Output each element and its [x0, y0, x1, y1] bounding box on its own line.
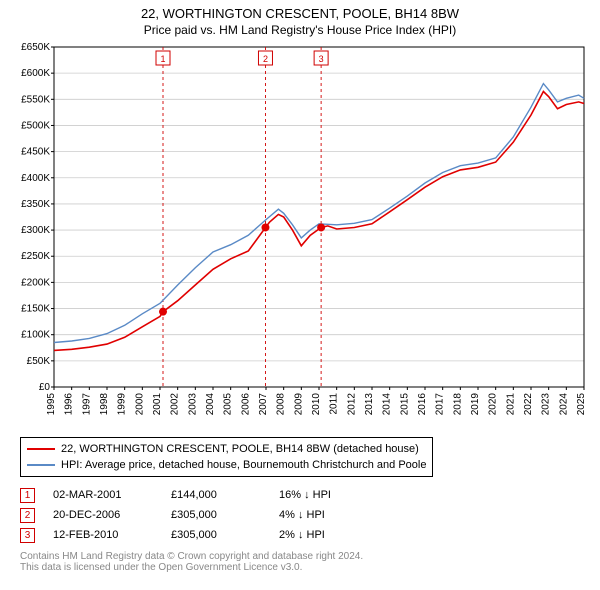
svg-text:2014: 2014	[382, 393, 393, 416]
svg-text:2004: 2004	[205, 393, 216, 416]
attribution-line: Contains HM Land Registry data © Crown c…	[20, 551, 584, 562]
event-price: £305,000	[171, 509, 261, 521]
event-row: 3 12-FEB-2010 £305,000 2% ↓ HPI	[20, 525, 584, 545]
event-marker-box: 1	[20, 488, 35, 503]
legend-item: 22, WORTHINGTON CRESCENT, POOLE, BH14 8B…	[27, 441, 426, 457]
title-block: 22, WORTHINGTON CRESCENT, POOLE, BH14 8B…	[8, 6, 592, 41]
chart-area: £0 £50K £100K £150K £200K £250K £300K £350K £400…	[8, 41, 592, 431]
svg-text:2011: 2011	[329, 393, 340, 415]
svg-text:£200K: £200K	[21, 277, 50, 288]
svg-text:2020: 2020	[488, 393, 499, 416]
svg-text:2009: 2009	[293, 393, 304, 416]
attribution: Contains HM Land Registry data © Crown c…	[20, 551, 584, 573]
chart-container: 22, WORTHINGTON CRESCENT, POOLE, BH14 8B…	[0, 0, 600, 590]
svg-text:£650K: £650K	[21, 42, 50, 53]
svg-text:2007: 2007	[258, 393, 269, 416]
svg-text:1: 1	[160, 54, 165, 64]
svg-text:2023: 2023	[541, 393, 552, 416]
legend-swatch	[27, 448, 55, 450]
svg-text:£600K: £600K	[21, 68, 50, 79]
svg-text:2001: 2001	[152, 393, 163, 416]
svg-text:2015: 2015	[399, 393, 410, 416]
svg-text:2025: 2025	[576, 393, 587, 416]
event-price: £305,000	[171, 529, 261, 541]
line-chart-svg: £0 £50K £100K £150K £200K £250K £300K £350K £400…	[8, 41, 592, 431]
svg-text:£150K: £150K	[21, 304, 50, 315]
event-marker-box: 2	[20, 508, 35, 523]
svg-text:£550K: £550K	[21, 94, 50, 105]
svg-text:£350K: £350K	[21, 199, 50, 210]
svg-text:2002: 2002	[170, 393, 181, 416]
svg-text:£250K: £250K	[21, 251, 50, 262]
chart-title-subtitle: Price paid vs. HM Land Registry's House …	[8, 23, 592, 37]
svg-text:2010: 2010	[311, 393, 322, 416]
event-date: 02-MAR-2001	[53, 489, 153, 501]
event-diff: 16% ↓ HPI	[279, 489, 369, 501]
svg-text:2008: 2008	[276, 393, 287, 416]
event-row: 1 02-MAR-2001 £144,000 16% ↓ HPI	[20, 485, 584, 505]
svg-text:2005: 2005	[223, 393, 234, 416]
svg-text:2019: 2019	[470, 393, 481, 416]
svg-text:£450K: £450K	[21, 147, 50, 158]
svg-text:2013: 2013	[364, 393, 375, 416]
svg-text:2000: 2000	[134, 393, 145, 416]
svg-text:£50K: £50K	[27, 356, 51, 367]
legend: 22, WORTHINGTON CRESCENT, POOLE, BH14 8B…	[20, 437, 433, 477]
svg-text:2021: 2021	[505, 393, 516, 416]
svg-text:£300K: £300K	[21, 225, 50, 236]
svg-text:1995: 1995	[46, 393, 57, 416]
event-date: 12-FEB-2010	[53, 529, 153, 541]
svg-text:£400K: £400K	[21, 173, 50, 184]
svg-text:£500K: £500K	[21, 120, 50, 131]
svg-text:2016: 2016	[417, 393, 428, 416]
svg-text:2022: 2022	[523, 393, 534, 416]
svg-text:2: 2	[263, 54, 268, 64]
event-row: 2 20-DEC-2006 £305,000 4% ↓ HPI	[20, 505, 584, 525]
attribution-line: This data is licensed under the Open Gov…	[20, 562, 584, 573]
svg-text:1998: 1998	[99, 393, 110, 416]
svg-text:£0: £0	[39, 382, 51, 393]
svg-text:2006: 2006	[240, 393, 251, 416]
svg-text:2018: 2018	[452, 393, 463, 416]
svg-text:2012: 2012	[346, 393, 357, 416]
legend-label: HPI: Average price, detached house, Bour…	[61, 459, 426, 471]
svg-text:1996: 1996	[64, 393, 75, 416]
chart-title-address: 22, WORTHINGTON CRESCENT, POOLE, BH14 8B…	[8, 6, 592, 21]
svg-text:£100K: £100K	[21, 330, 50, 341]
svg-text:2024: 2024	[558, 393, 569, 416]
event-marker-box: 3	[20, 528, 35, 543]
legend-label: 22, WORTHINGTON CRESCENT, POOLE, BH14 8B…	[61, 443, 419, 455]
event-diff: 4% ↓ HPI	[279, 509, 369, 521]
legend-item: HPI: Average price, detached house, Bour…	[27, 457, 426, 473]
svg-text:2017: 2017	[435, 393, 446, 416]
event-diff: 2% ↓ HPI	[279, 529, 369, 541]
svg-text:3: 3	[319, 54, 324, 64]
event-date: 20-DEC-2006	[53, 509, 153, 521]
legend-swatch	[27, 464, 55, 466]
svg-text:1999: 1999	[117, 393, 128, 416]
svg-text:1997: 1997	[81, 393, 92, 416]
sale-events-table: 1 02-MAR-2001 £144,000 16% ↓ HPI 2 20-DE…	[20, 485, 584, 545]
svg-text:2003: 2003	[187, 393, 198, 416]
event-price: £144,000	[171, 489, 261, 501]
